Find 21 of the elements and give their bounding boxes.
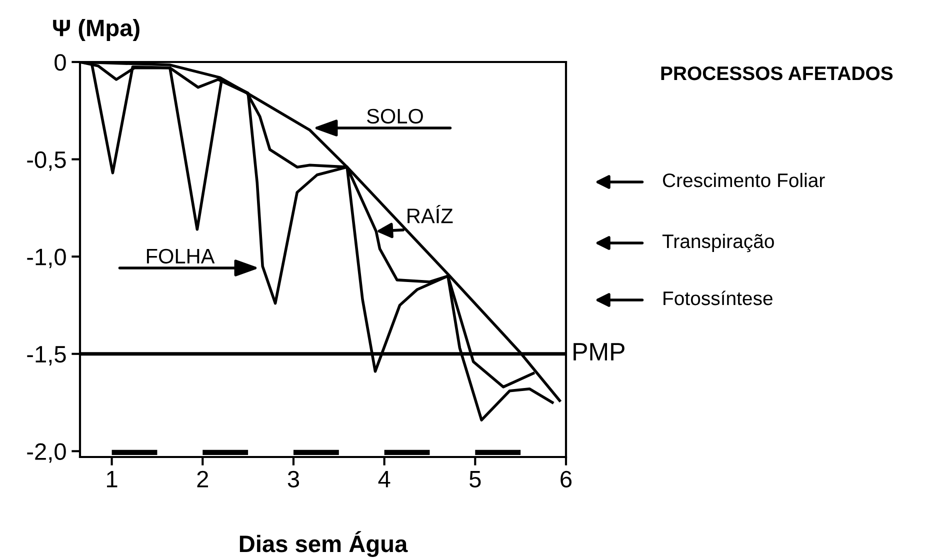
annotation: FOLHA [146,248,215,264]
text: Transpiração [662,234,774,252]
y-axis-title: Ψ (Mpa) [53,18,140,42]
x-tick-label: 1 [107,471,118,488]
x-tick-label: 2 [197,470,208,488]
x-tick-label: 4 [378,471,390,488]
text: Fotossíntese [664,290,772,306]
annotation: RAÍZ [408,205,453,224]
x-axis-title: Dias sem Água [240,531,408,558]
y-tick-label: -0,5 [27,151,66,171]
text: PROCESSOS AFETADOS [661,66,893,80]
text: Crescimento Foliar [662,172,825,188]
x-tick-label: 5 [470,471,481,488]
x-tick-label: 6 [560,470,572,488]
y-tick-label: 0 [54,54,66,71]
x-tick-label: 3 [288,470,300,488]
y-tick-label: -1,5 [27,346,66,366]
annotation: SOLO [367,108,423,124]
y-tick-label: -2,0 [27,443,66,463]
y-tick-label: -1,0 [27,248,66,268]
ref-line-label: PMP [574,343,624,360]
